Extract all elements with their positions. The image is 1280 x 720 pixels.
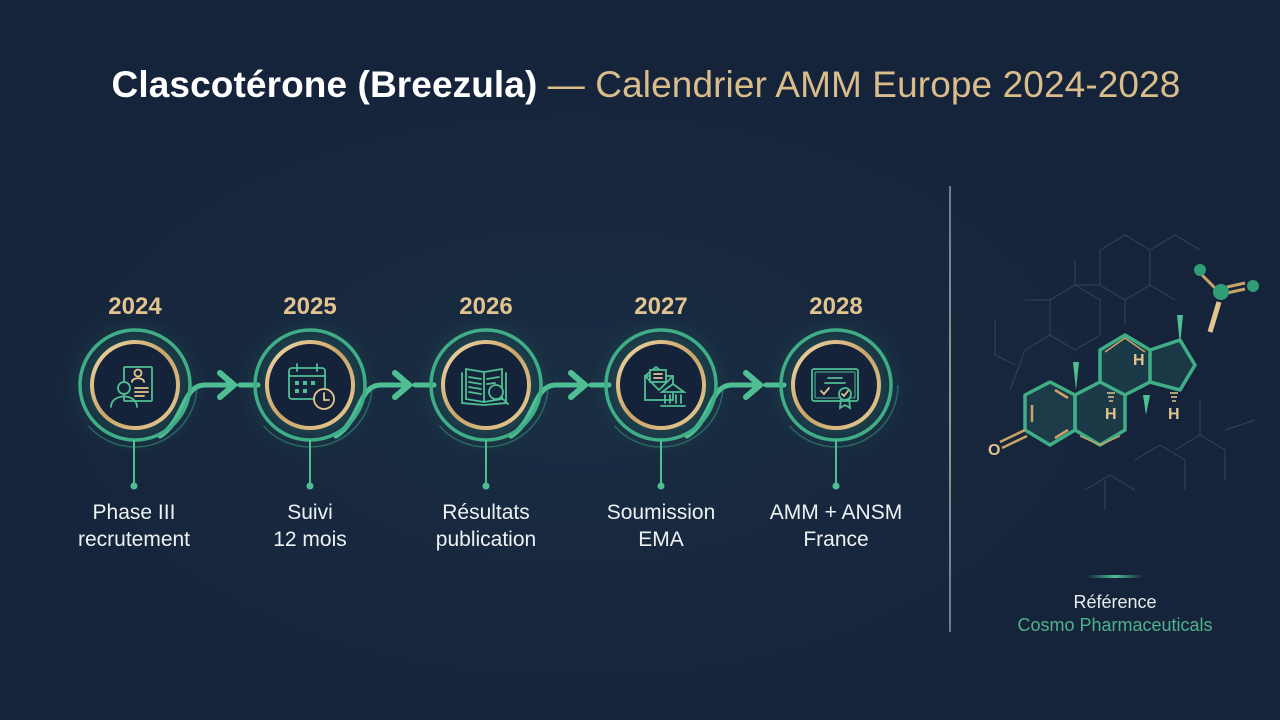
title-main: Clascotérone (Breezula)	[111, 64, 538, 105]
title-separator: —	[537, 64, 596, 105]
page-title: Clascotérone (Breezula) — Calendrier AMM…	[0, 64, 1280, 106]
envelope-institution-icon	[644, 365, 687, 407]
step-label-line1: Soumission	[606, 501, 716, 524]
step-label-2024: Phase III recrutement	[49, 499, 219, 553]
reference-title: Référence	[1073, 592, 1157, 612]
step-label-2026: Résultats publication	[401, 499, 571, 553]
year-2024: 2024	[108, 293, 162, 320]
step-label-line2: 12 mois	[273, 528, 347, 551]
year-2027: 2027	[634, 293, 688, 320]
calendar-clock-icon	[288, 363, 335, 410]
svg-text:H: H	[1133, 352, 1145, 369]
step-label-line1: AMM + ANSM	[769, 501, 903, 524]
step-label-line2: EMA	[638, 528, 684, 551]
step-label-2025: Suivi 12 mois	[225, 499, 395, 553]
reference-organization: Cosmo Pharmaceuticals	[1017, 615, 1213, 635]
year-2028: 2028	[809, 293, 863, 320]
svg-text:H: H	[1168, 406, 1180, 423]
step-label-line1: Suivi	[287, 501, 333, 524]
title-subtitle: Calendrier AMM Europe 2024-2028	[595, 64, 1181, 105]
step-label-line2: publication	[435, 528, 537, 551]
step-label-line2: France	[803, 528, 869, 551]
svg-text:H: H	[1105, 406, 1117, 423]
step-label-line2: recrutement	[77, 528, 191, 551]
candidate-profile-icon	[110, 366, 153, 408]
certificate-approved-icon	[811, 368, 859, 410]
step-label-line1: Phase III	[92, 501, 176, 524]
step-label-2027: Soumission EMA	[576, 499, 746, 553]
label-drop-lines	[130, 440, 840, 490]
step-label-2028: AMM + ANSM France	[751, 499, 921, 553]
steroid-molecule-icon: O H H H	[988, 234, 1259, 510]
node-2026	[423, 322, 549, 448]
svg-text:O: O	[988, 442, 1000, 459]
vertical-divider	[949, 186, 951, 632]
year-2026: 2026	[459, 293, 513, 320]
book-magnifier-icon	[461, 367, 509, 406]
timeline-graphic	[55, 305, 916, 490]
year-2025: 2025	[283, 293, 337, 320]
step-label-line1: Résultats	[442, 501, 530, 524]
reference-accent-line	[1087, 575, 1143, 578]
